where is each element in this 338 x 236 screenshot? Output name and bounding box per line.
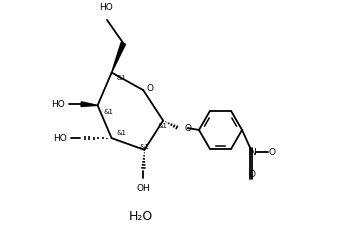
Text: O: O <box>249 170 256 179</box>
Text: HO: HO <box>51 100 65 109</box>
Text: HO: HO <box>53 134 67 143</box>
Text: H₂O: H₂O <box>129 210 153 223</box>
Polygon shape <box>112 42 125 72</box>
Text: &1: &1 <box>103 109 114 115</box>
Text: N: N <box>249 148 256 157</box>
Text: &1: &1 <box>116 131 126 136</box>
Text: &1: &1 <box>116 76 126 81</box>
Text: &1: &1 <box>157 123 167 129</box>
Text: O: O <box>268 148 275 157</box>
Text: &1: &1 <box>140 144 150 150</box>
Text: HO: HO <box>99 3 113 12</box>
Text: OH: OH <box>136 184 150 193</box>
Polygon shape <box>81 102 98 106</box>
Text: O: O <box>146 84 153 93</box>
Text: O: O <box>185 124 192 133</box>
